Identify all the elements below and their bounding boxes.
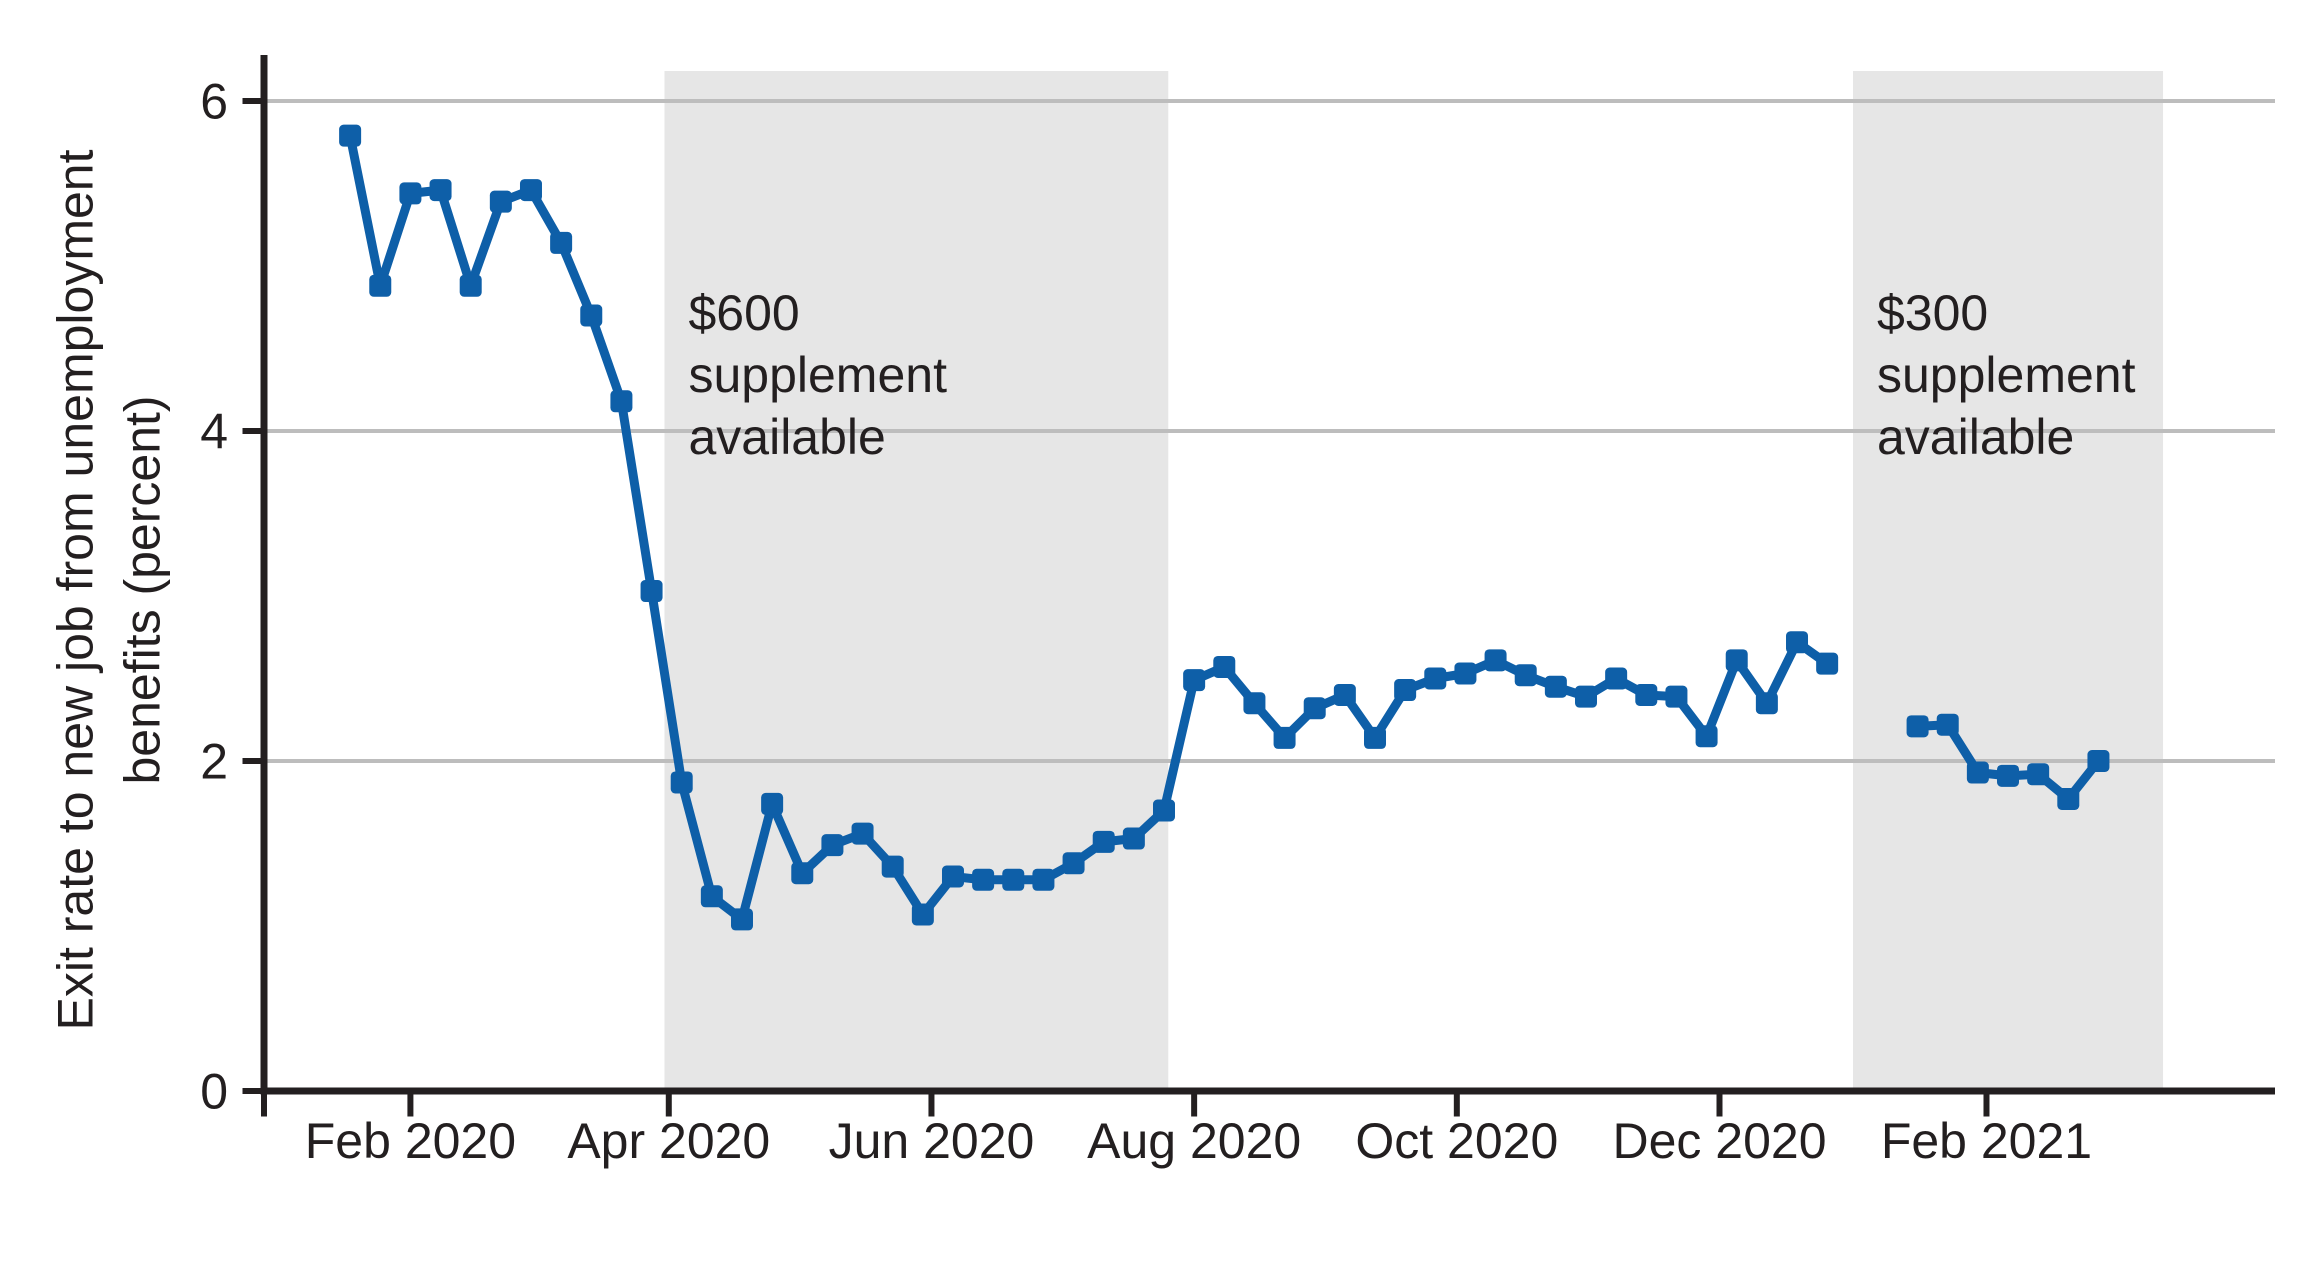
- series-1-point-21: [972, 868, 995, 891]
- series-1-point-49: [1816, 652, 1839, 675]
- series-2-point-4: [2027, 763, 2050, 786]
- series-1-point-13: [730, 908, 753, 931]
- series-1-point-32: [1303, 697, 1326, 720]
- series-1-point-16: [821, 834, 844, 857]
- series-2-point-2: [1966, 761, 1989, 784]
- series-1-point-2: [399, 182, 422, 205]
- series-1-point-27: [1152, 799, 1175, 822]
- series-1-point-3: [429, 179, 452, 202]
- series-1-point-35: [1394, 679, 1417, 702]
- series-1-point-48: [1786, 631, 1809, 654]
- series-1-point-10: [640, 580, 663, 603]
- series-1-point-34: [1364, 726, 1387, 749]
- series-1-point-19: [911, 903, 934, 926]
- series-1-point-18: [881, 855, 904, 878]
- series-2-point-3: [1997, 764, 2020, 787]
- series-1-point-15: [791, 862, 814, 885]
- x-tick-label-2: Jun 2020: [829, 1113, 1035, 1169]
- x-tick-label-5: Dec 2020: [1612, 1113, 1826, 1169]
- series-1-point-47: [1755, 692, 1778, 715]
- y-axis-label-line-2: benefits (percent): [115, 395, 171, 784]
- series-1-point-25: [1092, 830, 1115, 853]
- series-1-point-37: [1454, 662, 1477, 685]
- series-2-point-6: [2087, 750, 2110, 772]
- x-tick-label-3: Aug 2020: [1087, 1113, 1301, 1169]
- x-tick-label-6: Feb 2021: [1881, 1113, 2092, 1169]
- series-1-point-46: [1725, 649, 1748, 672]
- x-tick-label-1: Apr 2020: [567, 1113, 770, 1169]
- series-1-point-36: [1424, 667, 1447, 690]
- series-1-point-24: [1062, 852, 1085, 875]
- series-1-point-20: [941, 865, 964, 888]
- series-1-point-17: [851, 822, 874, 845]
- series-2-point-5: [2057, 787, 2080, 810]
- series-1-point-26: [1122, 827, 1145, 850]
- series-1-point-12: [700, 885, 723, 908]
- x-tick-label-4: Oct 2020: [1355, 1113, 1558, 1169]
- series-1-point-5: [489, 190, 512, 213]
- series-1-point-31: [1273, 726, 1296, 749]
- y-tick-label-6: 6: [200, 74, 228, 130]
- series-1-point-9: [610, 390, 633, 413]
- series-1-point-29: [1213, 655, 1236, 678]
- y-tick-label-4: 4: [200, 404, 228, 460]
- series-1-point-22: [1002, 868, 1025, 891]
- annotation-2-line-2: supplement: [1877, 347, 2136, 403]
- series-1-point-45: [1695, 725, 1718, 748]
- supplement-shaded-region-1: [664, 71, 1169, 1088]
- series-1-point-28: [1183, 669, 1206, 692]
- series-1-point-30: [1243, 692, 1266, 715]
- y-tick-label-2: 2: [200, 734, 228, 790]
- series-2-point-0: [1906, 715, 1929, 738]
- series-1-point-33: [1333, 684, 1356, 706]
- y-axis-label-line-1: Exit rate to new job from unemployment: [48, 149, 104, 1030]
- annotation-1-line-1: $600: [688, 285, 799, 341]
- series-1-point-38: [1484, 649, 1507, 672]
- series-1-point-0: [339, 124, 362, 147]
- series-1-point-8: [580, 304, 603, 327]
- series-1-point-42: [1605, 667, 1628, 690]
- series-1-point-39: [1514, 664, 1537, 687]
- series-2-point-1: [1936, 713, 1959, 736]
- series-1-point-41: [1575, 685, 1598, 708]
- series-1-point-11: [670, 771, 693, 794]
- supplement-shaded-region-2: [1852, 71, 2164, 1088]
- x-tick-label-0: Feb 2020: [305, 1113, 516, 1169]
- series-1-point-4: [459, 274, 482, 297]
- series-1-point-44: [1665, 685, 1688, 708]
- series-1-point-23: [1032, 868, 1055, 891]
- annotation-2-line-1: $300: [1877, 285, 1988, 341]
- series-1-point-7: [550, 231, 573, 254]
- series-1-point-40: [1544, 675, 1567, 698]
- series-1-point-6: [519, 179, 542, 202]
- series-1-point-1: [369, 274, 392, 297]
- series-1-point-43: [1635, 684, 1658, 706]
- annotation-1-line-3: available: [688, 409, 885, 465]
- annotation-2-line-3: available: [1877, 409, 2074, 465]
- series-1-point-14: [761, 792, 784, 815]
- y-tick-label-0: 0: [200, 1064, 228, 1120]
- annotation-1-line-2: supplement: [688, 347, 947, 403]
